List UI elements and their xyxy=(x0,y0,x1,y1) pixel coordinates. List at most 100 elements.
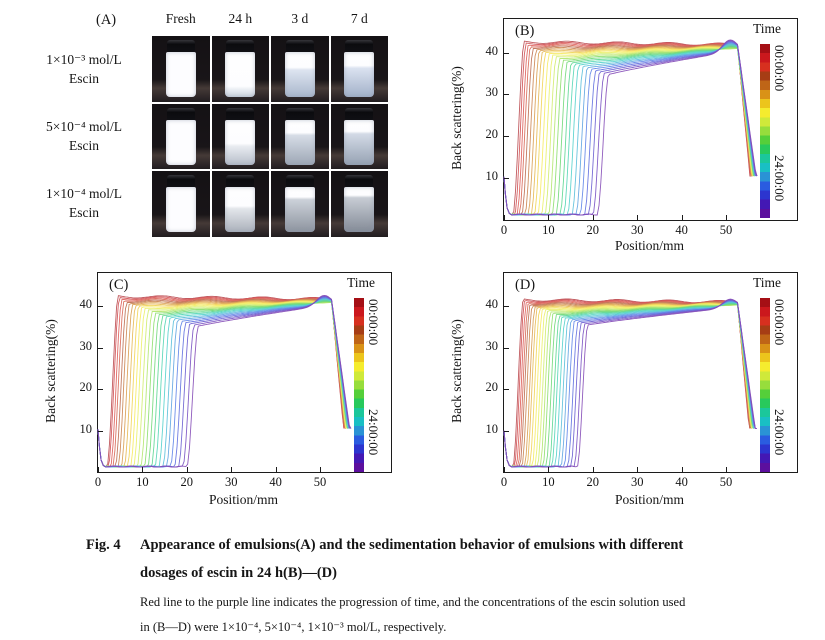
backscatter-curve xyxy=(97,301,348,468)
column-header-7d: 7 d xyxy=(350,11,368,26)
backscatter-curve xyxy=(503,302,754,468)
x-tick-label: 10 xyxy=(542,223,555,237)
backscatter-curve xyxy=(97,298,347,468)
x-tick xyxy=(142,467,144,472)
y-tick xyxy=(504,94,509,96)
row-label-conc-1e-3: 1×10⁻³ mol/L Escin xyxy=(20,50,148,88)
backscatter-curve xyxy=(97,298,350,468)
figure-caption: Fig. 4 Appearance of emulsions(A) and th… xyxy=(86,531,792,640)
vial-cap xyxy=(345,175,373,187)
row-label-conc-1e-4: 1×10⁻⁴ mol/L Escin xyxy=(20,184,148,222)
x-tick xyxy=(637,467,639,472)
vial xyxy=(225,40,255,97)
photo-column-headers: Fresh 24 h 3 d 7 d xyxy=(152,11,388,27)
x-tick-label: 0 xyxy=(500,223,508,237)
x-tick-label: 40 xyxy=(269,475,282,489)
substance-text: Escin xyxy=(69,71,99,86)
y-tick-label: 30 xyxy=(79,338,93,353)
backscatter-curve xyxy=(503,302,753,468)
backscatter-curve xyxy=(97,296,345,468)
emulsion-body xyxy=(225,119,255,165)
x-tick-label: 30 xyxy=(630,223,644,237)
vial-photo-grid xyxy=(152,36,388,237)
time-colorbar xyxy=(760,44,770,218)
y-tick xyxy=(504,389,509,391)
vial xyxy=(225,107,255,165)
vial-cap xyxy=(285,175,314,187)
y-tick-label: 30 xyxy=(485,85,499,100)
vial-cap xyxy=(226,107,254,120)
backscatter-curve xyxy=(503,39,758,216)
panel-c-label: (C) xyxy=(109,277,129,293)
backscatter-curve xyxy=(503,302,753,468)
backscatter-curve xyxy=(503,302,754,468)
colorbar-start-time: 00:00:00 xyxy=(366,299,381,346)
emulsion-body xyxy=(225,52,255,97)
x-tick xyxy=(98,467,99,472)
backscatter-curve xyxy=(503,300,756,468)
backscatter-curve xyxy=(503,298,757,468)
y-tick-label: 40 xyxy=(485,297,499,312)
vial xyxy=(225,175,255,232)
backscatter-curve xyxy=(503,45,753,216)
concentration-text: 1×10⁻⁴ mol/L xyxy=(45,186,123,201)
vial xyxy=(284,40,315,97)
backscatter-curve xyxy=(97,297,350,468)
backscatter-curve xyxy=(503,303,753,468)
x-tick xyxy=(726,467,727,472)
backscatter-curve xyxy=(503,303,754,468)
backscatter-curve xyxy=(97,297,350,468)
backscatter-curve xyxy=(503,299,756,468)
x-tick-label: 50 xyxy=(719,475,733,489)
y-tick xyxy=(98,430,103,432)
backscatter-curve xyxy=(503,47,754,216)
backscatter-curve xyxy=(503,47,754,216)
y-tick-label: 40 xyxy=(485,43,499,58)
y-tick-label: 20 xyxy=(79,380,93,395)
backscatter-curve xyxy=(503,299,756,468)
vial-cap xyxy=(166,40,195,52)
backscatter-curve xyxy=(97,294,352,468)
y-tick-label: 10 xyxy=(485,421,499,436)
x-tick-label: 50 xyxy=(719,223,733,237)
vial-photo xyxy=(152,36,210,102)
time-colorbar xyxy=(354,298,364,472)
backscatter-curve xyxy=(97,300,348,468)
x-tick-label: 20 xyxy=(586,223,600,237)
x-tick-label: 40 xyxy=(675,223,688,237)
backscatter-curve xyxy=(97,298,350,468)
backscatter-curve xyxy=(503,47,754,216)
vial-photo xyxy=(330,103,388,169)
x-tick-label: 30 xyxy=(224,475,238,489)
x-tick xyxy=(681,215,683,220)
concentration-text: 1×10⁻³ mol/L xyxy=(46,52,122,67)
colorbar-title: Time xyxy=(346,275,375,290)
y-tick xyxy=(504,306,509,308)
vial xyxy=(165,40,196,97)
curves-svg-B xyxy=(503,39,758,216)
x-tick xyxy=(726,215,727,220)
x-tick-label: 30 xyxy=(630,475,644,489)
backscatter-curve xyxy=(503,304,754,468)
x-axis-title-C: Position/mm xyxy=(208,492,279,507)
backscatter-curve xyxy=(97,301,348,468)
vial xyxy=(344,107,374,165)
backscatter-curve xyxy=(503,301,752,468)
x-tick-label: 20 xyxy=(586,475,600,489)
vial-photo xyxy=(152,171,210,237)
figure-number: Fig. 4 xyxy=(86,537,121,553)
vial-cap xyxy=(285,107,314,120)
colorbar-end-time: 24:00:00 xyxy=(366,409,381,456)
vial xyxy=(284,175,315,232)
emulsion-body xyxy=(165,52,196,97)
backscatter-curve xyxy=(503,304,754,468)
y-tick xyxy=(98,389,103,391)
plot-area-D: (D) Time 00:00:00 24:00:00 0 10 20 30 40 50 10… xyxy=(486,272,798,489)
backscatter-curve xyxy=(503,47,754,216)
y-axis-title-B: Back scattering(%) xyxy=(449,66,464,170)
backscatter-curve xyxy=(97,298,347,468)
emulsion-body xyxy=(284,52,315,97)
x-tick xyxy=(681,467,683,472)
row-label-conc-5e-4: 5×10⁻⁴ mol/L Escin xyxy=(20,117,148,155)
x-axis-title-B: Position/mm xyxy=(614,238,685,253)
